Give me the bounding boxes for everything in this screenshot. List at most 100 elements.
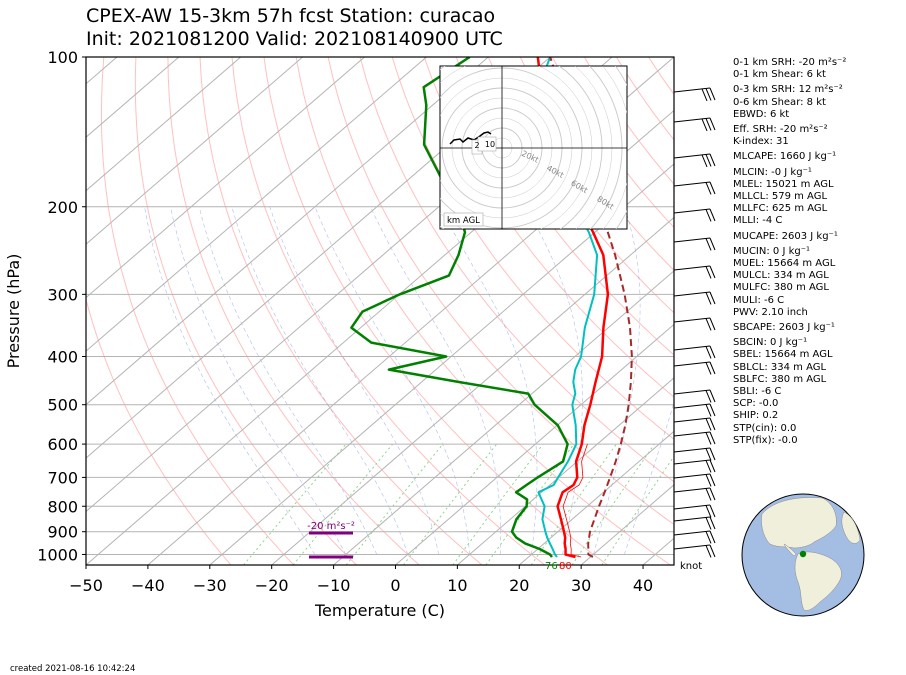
- index-row: SBCIN: 0 J kg⁻¹: [733, 337, 808, 349]
- wind-barb: [673, 181, 716, 195]
- index-row: MLCIN: -0 J kg⁻¹: [733, 166, 812, 178]
- y-tick-label: 100: [47, 48, 78, 67]
- hodograph-legend-label: km AGL: [447, 216, 480, 226]
- index-row: 0-1 km SRH: -20 m²s⁻²: [733, 57, 847, 68]
- wind-barb: [673, 459, 716, 473]
- y-tick-label: 200: [47, 198, 78, 217]
- wind-barb: [673, 345, 716, 359]
- wind-unit-label: knot: [680, 561, 702, 572]
- surface-dewpoint-label: 76: [545, 561, 558, 572]
- index-row: MLLCL: 579 m AGL: [733, 191, 828, 203]
- dry-adiabat: [263, 57, 608, 565]
- dry-adiabat: [86, 297, 232, 565]
- wind-barb: [673, 473, 716, 487]
- isotherm: [395, 323, 674, 565]
- dry-adiabat: [423, 57, 674, 398]
- index-row: MUEL: 15664 m AGL: [733, 258, 836, 270]
- mixing-ratio-line: [452, 443, 544, 565]
- hodograph-marker-box: [477, 136, 497, 152]
- wind-barb: [673, 265, 716, 279]
- dry-adiabat: [391, 57, 674, 441]
- dry-adiabat: [487, 57, 674, 314]
- index-row: MLCAPE: 1660 J kg⁻¹: [733, 151, 837, 163]
- wind-barb: [673, 389, 716, 403]
- dry-adiabat: [100, 57, 295, 565]
- mixing-ratio-line: [243, 443, 347, 565]
- x-tick-label: −50: [69, 576, 103, 595]
- index-row: MULFC: 380 m AGL: [733, 282, 829, 294]
- y-tick-label: 800: [47, 497, 78, 516]
- moist-adiabat: [231, 206, 408, 555]
- index-row: STP(cin): 0.0: [733, 422, 797, 434]
- moist-adiabat: [370, 206, 501, 555]
- central-america-land: [783, 543, 797, 557]
- index-row: Eff. SRH: -20 m²s⁻²: [733, 124, 828, 136]
- y-tick-label: 300: [47, 285, 78, 304]
- y-tick-label: 500: [47, 396, 78, 415]
- x-tick-label: −30: [193, 576, 227, 595]
- wind-barb: [673, 153, 716, 168]
- wind-barb: [673, 431, 716, 445]
- globe-land: [761, 497, 861, 611]
- chart-title-line1: CPEX-AW 15-3km 57h fcst Station: curacao: [86, 5, 496, 27]
- index-row: SHIP: 0.2: [733, 410, 779, 422]
- y-tick-label: 1000: [37, 545, 78, 564]
- index-row: MULCL: 334 m AGL: [733, 270, 829, 282]
- index-row: MUCAPE: 2603 J kg⁻¹: [733, 230, 838, 242]
- mixing-ratio-line: [403, 443, 498, 565]
- isotherm: [86, 57, 303, 245]
- wind-barb: [673, 291, 716, 305]
- south-america-land: [794, 551, 842, 611]
- x-tick-label: −40: [131, 576, 165, 595]
- wind-barbs: knot: [673, 87, 716, 572]
- wind-barb: [673, 516, 716, 530]
- moist-adiabat: [269, 206, 439, 555]
- srh-label: -20 m²s⁻²: [307, 521, 355, 532]
- hodograph-height-label: 10: [485, 140, 495, 149]
- greenland-land: [841, 511, 861, 544]
- isotherm: [86, 57, 242, 192]
- x-tick-label: 20: [509, 576, 529, 595]
- wind-barb: [673, 361, 716, 375]
- y-axis-label: Pressure (hPa): [4, 254, 23, 369]
- isotherm: [147, 109, 674, 565]
- index-row: MLLFC: 625 m AGL: [733, 203, 828, 215]
- dry-adiabat: [231, 57, 546, 565]
- index-row: EBWD: 6 kt: [733, 108, 790, 120]
- index-row: SBCAPE: 2603 J kg⁻¹: [733, 322, 835, 334]
- wind-barb: [673, 208, 716, 222]
- index-row: 0-6 km Shear: 8 kt: [733, 96, 826, 108]
- index-row: K-index: 31: [733, 136, 789, 148]
- isotherm: [209, 163, 674, 565]
- dry-adiabat: [519, 57, 674, 272]
- isotherm: [271, 216, 674, 565]
- x-tick-label: 10: [447, 576, 467, 595]
- wind-barb: [673, 237, 716, 251]
- y-tick-label: 900: [47, 523, 78, 542]
- index-row: MUCIN: 0 J kg⁻¹: [733, 245, 811, 257]
- dry-adiabat: [134, 57, 357, 565]
- isotherm: [86, 57, 365, 299]
- y-tick-label: 400: [47, 348, 78, 367]
- index-row: 0-3 km SRH: 12 m²s⁻²: [733, 84, 843, 96]
- x-axis-label: Temperature (C): [314, 601, 445, 620]
- isotherm: [518, 430, 674, 565]
- north-america-land: [761, 497, 837, 549]
- index-row: SBLCL: 334 m AGL: [733, 361, 827, 373]
- index-row: MLEL: 15021 m AGL: [733, 178, 834, 190]
- index-row: SCP: -0.0: [733, 398, 779, 410]
- surface-temperature-label: 80: [559, 561, 572, 572]
- dry-adiabat: [199, 57, 483, 565]
- mixing-ratio-line: [345, 443, 444, 565]
- moist-adiabat: [624, 401, 674, 555]
- created-timestamp: created 2021-08-16 10:42:24: [10, 664, 136, 674]
- index-row: SBLFC: 380 m AGL: [733, 373, 827, 385]
- moist-adiabat: [170, 206, 347, 555]
- index-row: SBEL: 15664 m AGL: [733, 349, 833, 361]
- wind-barb: [673, 317, 716, 331]
- dry-adiabat: [455, 57, 674, 356]
- plot-frame: [85, 56, 675, 566]
- mixing-ratio-line: [601, 455, 674, 565]
- wind-barb: [673, 117, 716, 132]
